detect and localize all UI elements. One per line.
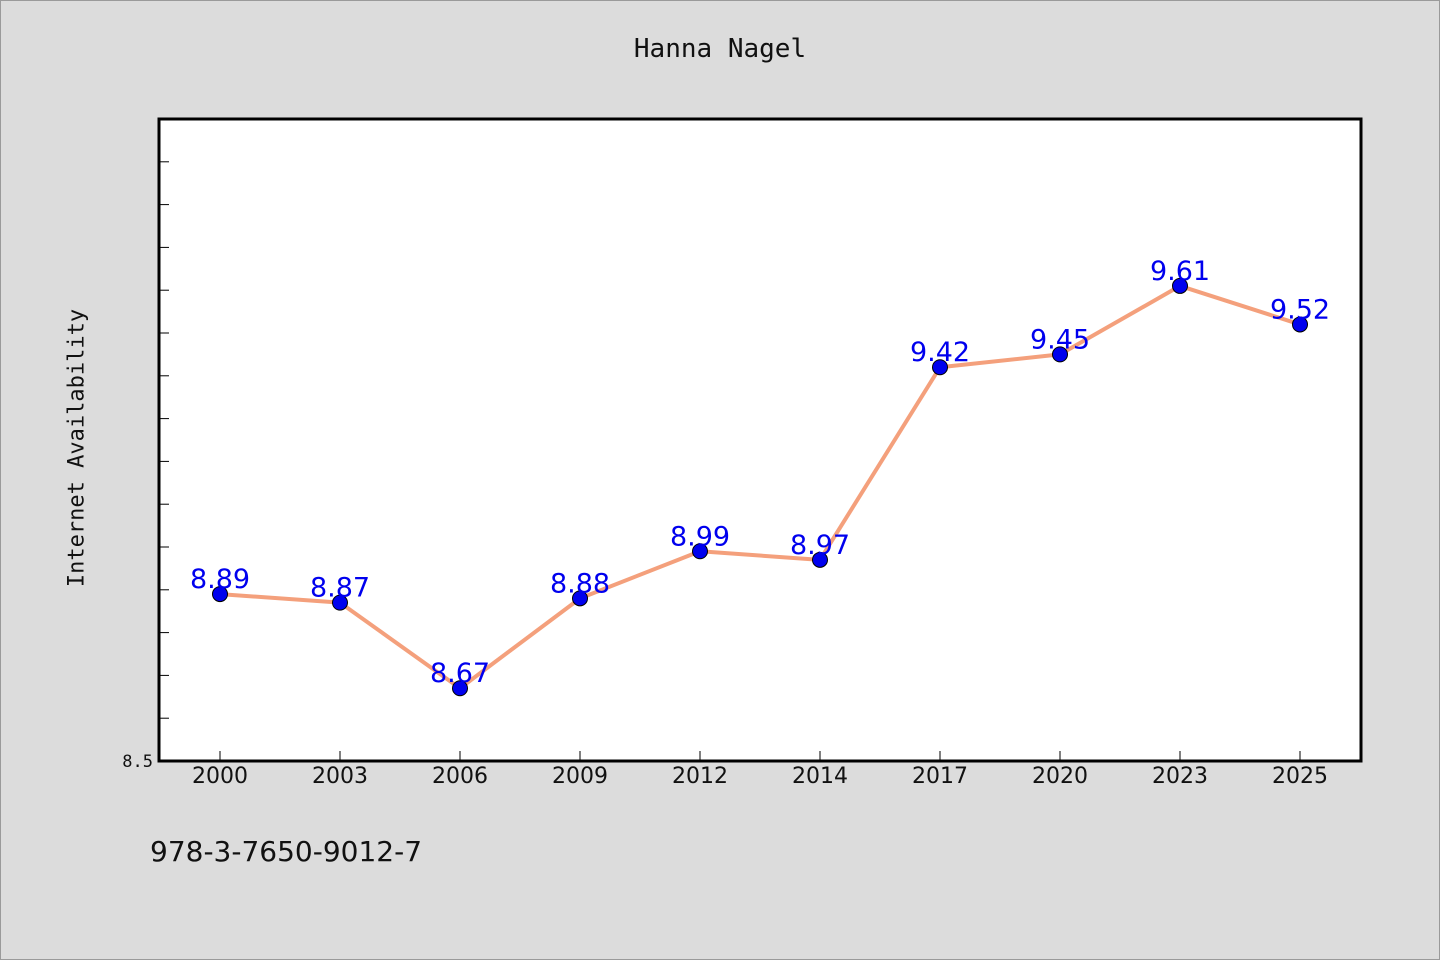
data-label: 8.88 [550,568,610,599]
x-tick-label: 2014 [792,764,848,789]
x-tick-label: 2012 [672,764,728,789]
data-point [812,551,828,568]
chart-title: Hanna Nagel [633,34,807,64]
data-label: 8.87 [310,573,370,604]
data-point [332,594,348,611]
x-tick-label: 2000 [192,764,248,789]
data-label: 8.97 [790,530,850,561]
series-line [219,283,1301,691]
x-tick-label: 2009 [552,764,608,789]
data-label: 9.52 [1270,294,1330,325]
x-tick-label: 2003 [312,764,368,789]
plot-area [157,117,1363,763]
data-point [692,543,708,560]
x-tick-label: 2025 [1272,764,1328,789]
data-point [452,680,468,697]
data-label: 8.67 [430,658,490,689]
data-point [572,590,588,607]
data-point [932,359,948,376]
data-label: 9.61 [1150,256,1210,287]
y-axis-ticks: 8.5 [122,161,169,772]
series-layer: 8.89 8.87 8.67 8.88 8.99 8.97 9.42 9.45 9.61 9.52 [190,256,1330,697]
data-point [212,586,228,603]
data-point [1172,277,1188,294]
x-tick-label: 2017 [912,764,968,789]
x-tick-label: 2023 [1152,764,1208,789]
data-label: 9.42 [910,337,970,368]
x-tick-label: 2006 [432,764,488,789]
data-label: 8.89 [190,564,250,595]
data-label: 9.45 [1030,324,1090,355]
data-label: 8.99 [670,521,730,552]
data-point [1052,346,1068,363]
y-tick-label: 8.5 [122,752,153,772]
isbn-text: 978-3-7650-9012-7 [150,835,423,868]
x-tick-label: 2020 [1032,764,1088,789]
x-axis-ticks: 2000 2003 2006 2009 2012 2014 2017 2020 2023 2025 [192,751,1328,789]
data-point [1292,316,1308,333]
